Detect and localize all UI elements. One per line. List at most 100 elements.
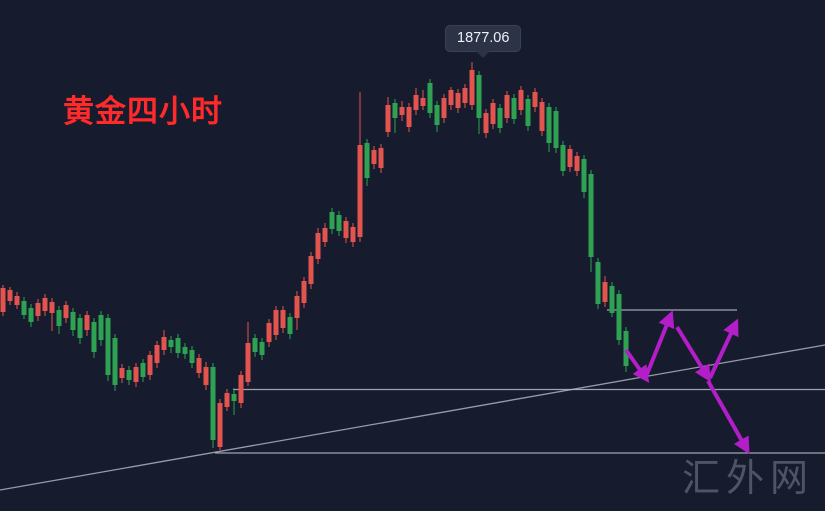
candle-body [371,150,377,164]
candle-body [322,228,328,242]
candle-body [35,303,41,316]
candle-body [14,296,20,305]
price-tooltip-value: 1877.06 [457,30,510,46]
candle-body [574,156,580,171]
candle-body [483,113,489,133]
candle-body [385,105,391,132]
candle-body [217,403,223,447]
candle-body [301,281,307,303]
candle-body [294,296,300,318]
candle-body [504,95,510,118]
candle-body [182,347,188,354]
candle-body [273,310,279,335]
candle-body [196,358,202,373]
candle-body [112,338,118,385]
candle-body [413,95,419,110]
price-tooltip: 1877.06 [445,25,522,58]
candle-body [406,107,412,127]
candle-body [168,340,174,347]
candle-body [189,350,195,363]
candle-body [91,322,97,352]
candle-body [588,174,594,257]
candle-body [595,262,601,304]
candle-body [364,143,370,178]
candle-body [448,90,454,105]
forecast-arrows [624,310,750,455]
candle-body [105,318,111,375]
candle-body [427,83,433,113]
candle-body [336,215,342,231]
candle-body [119,368,125,378]
candle-body [7,290,13,301]
candle-body [518,90,524,110]
candle-body [525,99,531,126]
candle-body [154,345,160,363]
candle-body [315,233,321,259]
candle-body [98,315,104,340]
candle-body [252,338,258,352]
candle-body [476,75,482,118]
tooltip-caret-icon [476,51,491,58]
candle-body [56,310,62,326]
forecast-arrow-down [675,325,711,383]
candle-body [378,148,384,168]
candle-body [259,342,265,355]
candle-body [462,88,468,103]
candle-body [420,98,426,106]
candle-body [203,367,209,385]
forecast-arrow-down [706,380,750,455]
candle-body [133,367,139,382]
candle-body [49,302,55,313]
candle-body [581,159,587,192]
candle-body [399,107,405,115]
candle-body [392,103,398,118]
candle-body [553,111,559,148]
candle-body [455,93,461,108]
candle-body [616,294,622,340]
candle-body [175,338,181,353]
candle-body [539,102,545,131]
candle-body [28,308,34,322]
candle-body [497,108,503,128]
candle-body [490,103,496,124]
candle-body [511,98,517,119]
candle-body [126,370,132,380]
candle-body [350,227,356,242]
candle-body [308,256,314,284]
watermark: 汇外网 [681,458,814,500]
candle-body [42,298,48,311]
candle-body [231,394,237,401]
rising-trendline [0,344,825,491]
candle-body [84,315,90,330]
chart-title-annotation: 黄金四小时 [63,94,223,129]
candle-body [329,212,335,229]
candle-body [441,98,447,118]
candle-body [140,363,146,377]
candle-body [602,282,608,302]
candle-body [63,305,69,318]
candle-body [343,221,349,238]
candle-body [357,145,363,237]
candle-body [280,310,286,328]
candle-body [434,105,440,125]
candle-body [532,92,538,107]
forecast-arrow-up [643,310,675,380]
annotation-lines [0,309,825,491]
candle-body [469,70,475,105]
candle-body [266,323,272,342]
candle-body [0,288,6,312]
candle-body [245,343,251,382]
candle-body [147,355,153,375]
candle-body [546,107,552,143]
candle-body [567,149,573,167]
candles [0,62,629,450]
forecast-arrow-up [708,318,739,379]
candle-body [161,337,167,350]
forecast-arrow-down [624,348,650,383]
candle-body [210,367,216,440]
candle-body [609,286,615,313]
candle-body [224,393,230,407]
candle-body [70,312,76,330]
